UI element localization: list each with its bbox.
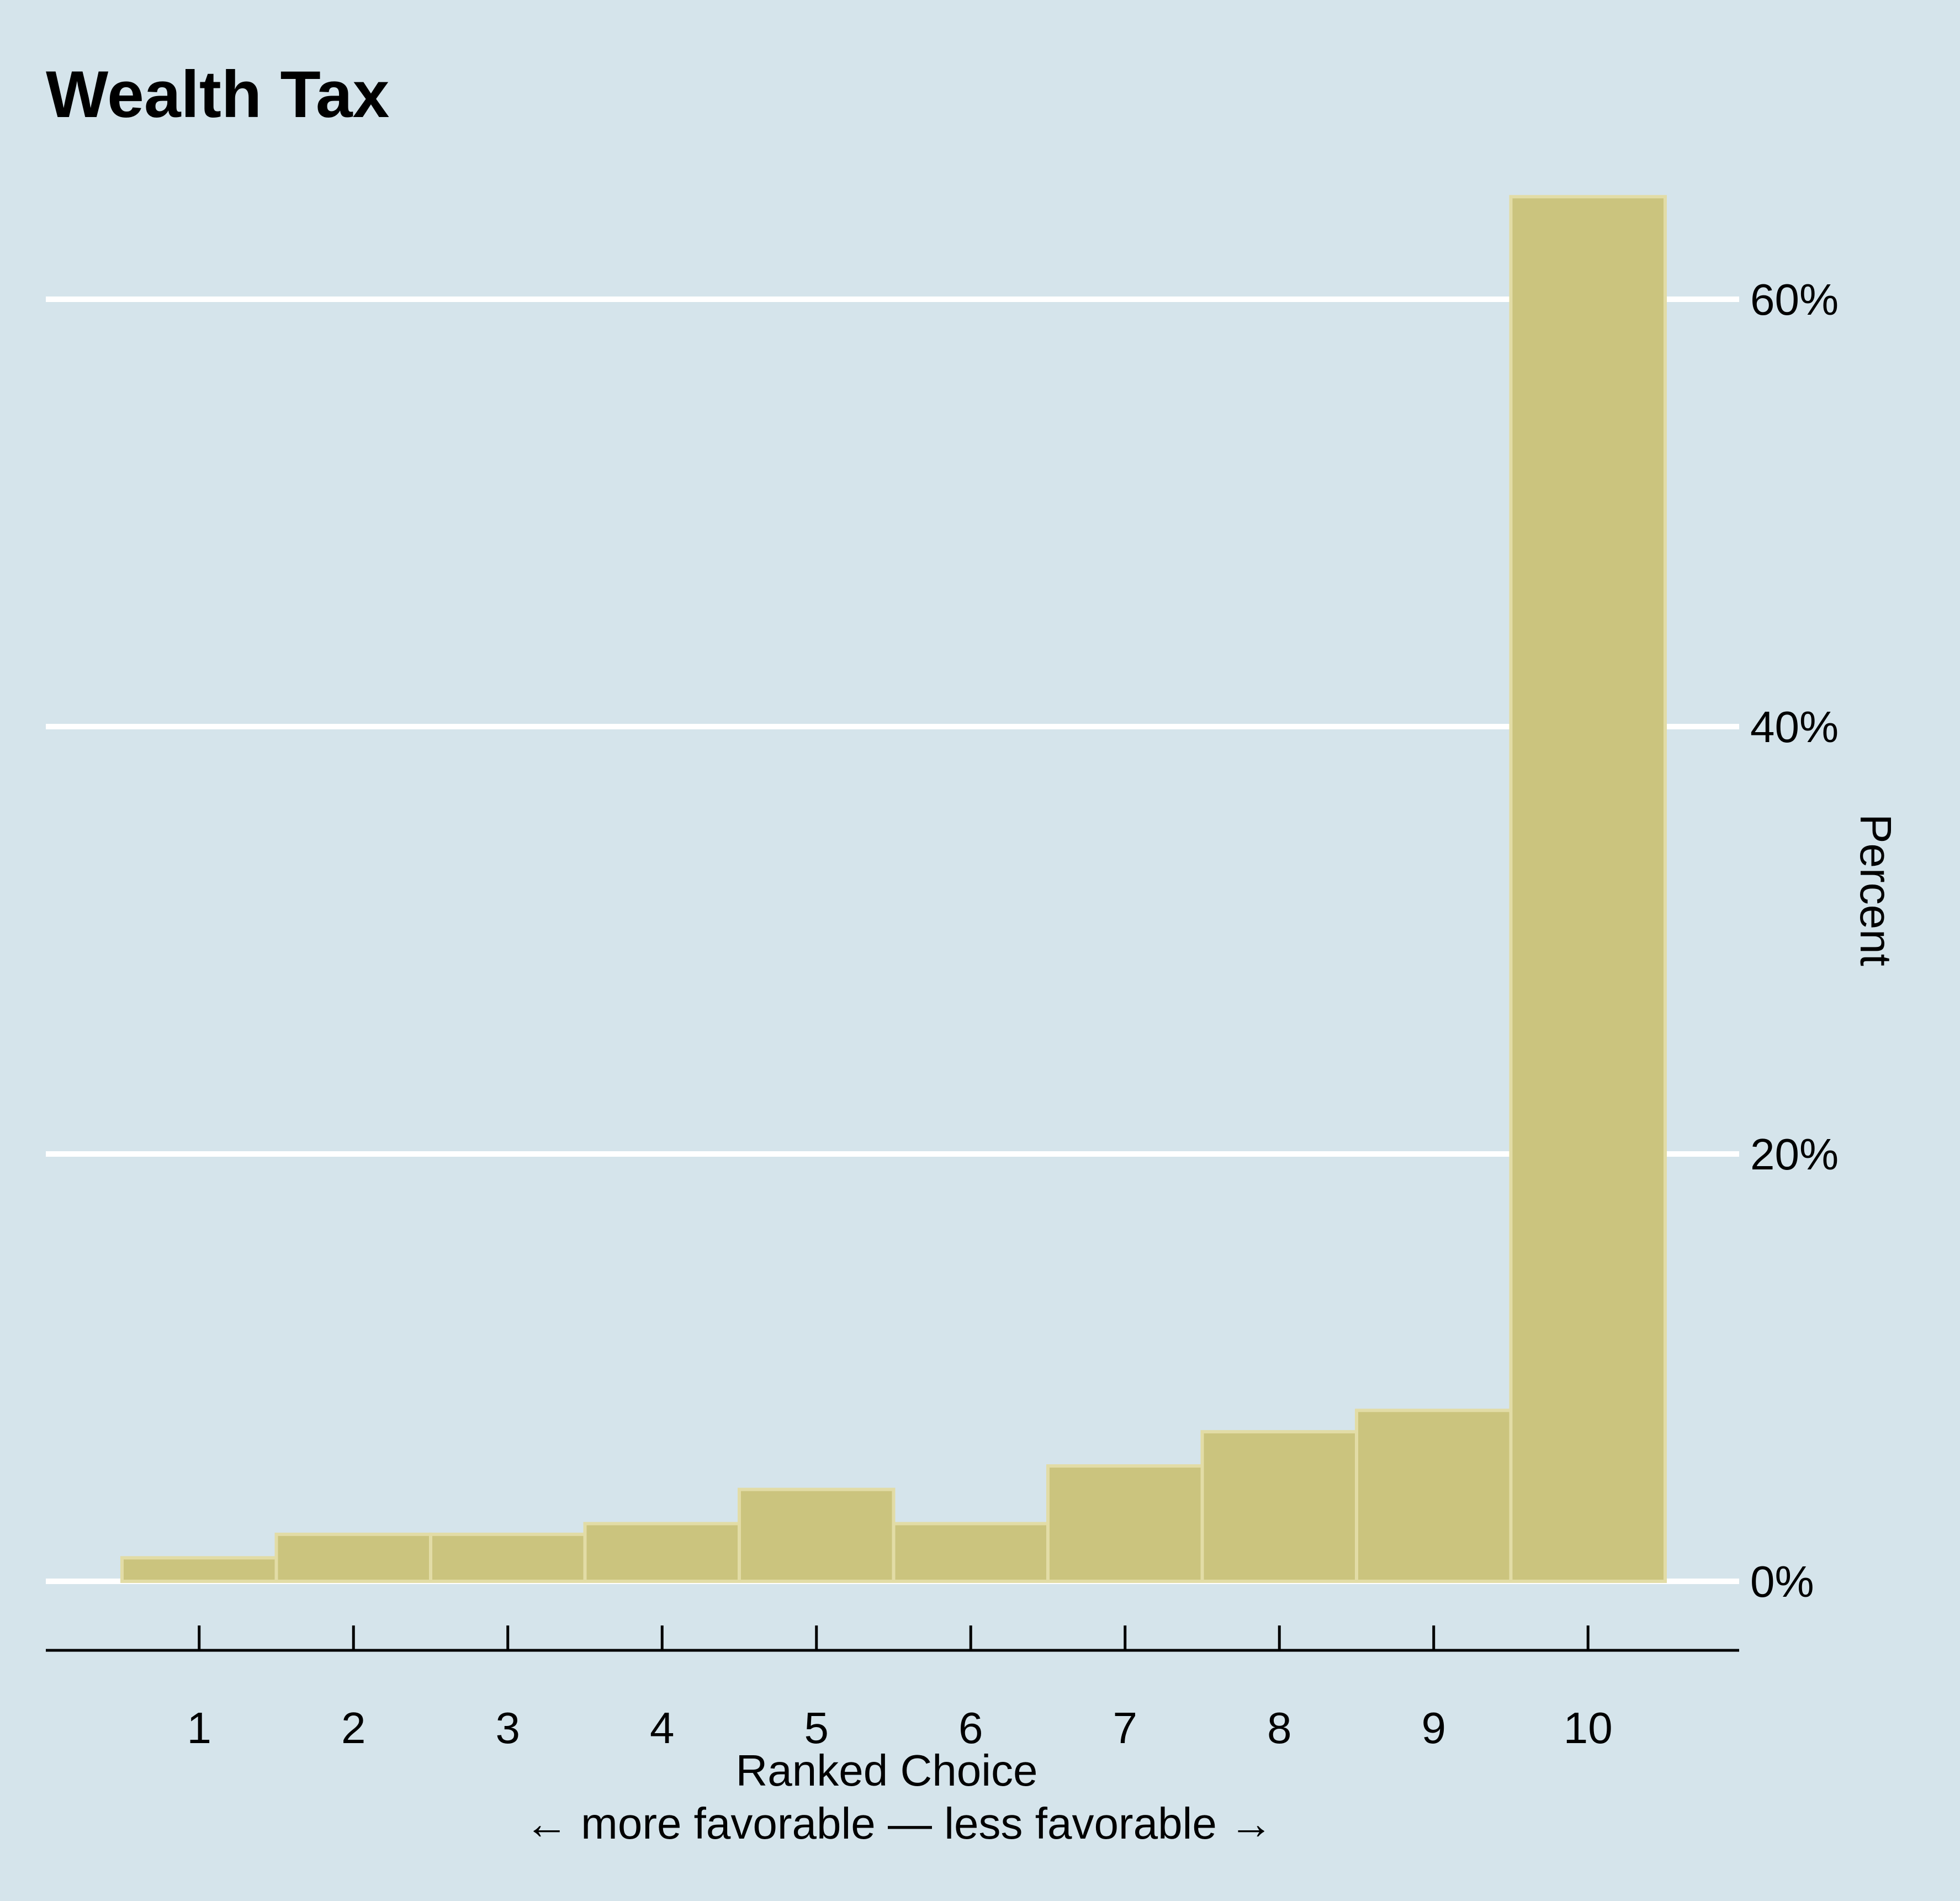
y-tick-label: 40% <box>1750 702 1839 751</box>
x-tick-label: 3 <box>496 1703 521 1752</box>
bar-9 <box>1355 1408 1513 1583</box>
x-tick-label: 5 <box>804 1703 829 1752</box>
bar-6 <box>892 1522 1050 1584</box>
bar-4 <box>583 1522 741 1584</box>
x-axis-label: Ranked Choice <box>736 1746 1038 1795</box>
y-tick-label: 60% <box>1750 275 1839 324</box>
bar-3 <box>429 1532 587 1584</box>
x-axis-sublabel: ← more favorable — less favorable → <box>525 1799 1273 1848</box>
bar-1 <box>120 1556 278 1583</box>
x-axis: 1 2 3 4 5 6 7 8 9 10 <box>46 1625 1739 1752</box>
x-tick-label: 6 <box>958 1703 983 1752</box>
x-tick-label: 1 <box>187 1703 212 1752</box>
y-tick-label: 20% <box>1750 1130 1839 1179</box>
x-tick-label: 10 <box>1564 1703 1613 1752</box>
x-tick-label: 2 <box>341 1703 366 1752</box>
bar-5 <box>738 1487 896 1584</box>
bar-7 <box>1046 1464 1204 1584</box>
x-tick-label: 4 <box>650 1703 675 1752</box>
y-axis: 0% 20% 40% 60% <box>1750 275 1839 1606</box>
y-tick-label: 0% <box>1750 1557 1814 1606</box>
bars <box>120 195 1667 1584</box>
x-tick-label: 8 <box>1267 1703 1292 1752</box>
bar-2 <box>274 1532 432 1584</box>
x-tick-label: 7 <box>1113 1703 1138 1752</box>
bar-8 <box>1200 1430 1358 1584</box>
x-tick-label: 9 <box>1422 1703 1447 1752</box>
chart-title: Wealth Tax <box>46 57 389 131</box>
y-axis-label: Percent <box>1851 814 1900 966</box>
bar-10 <box>1509 195 1667 1583</box>
